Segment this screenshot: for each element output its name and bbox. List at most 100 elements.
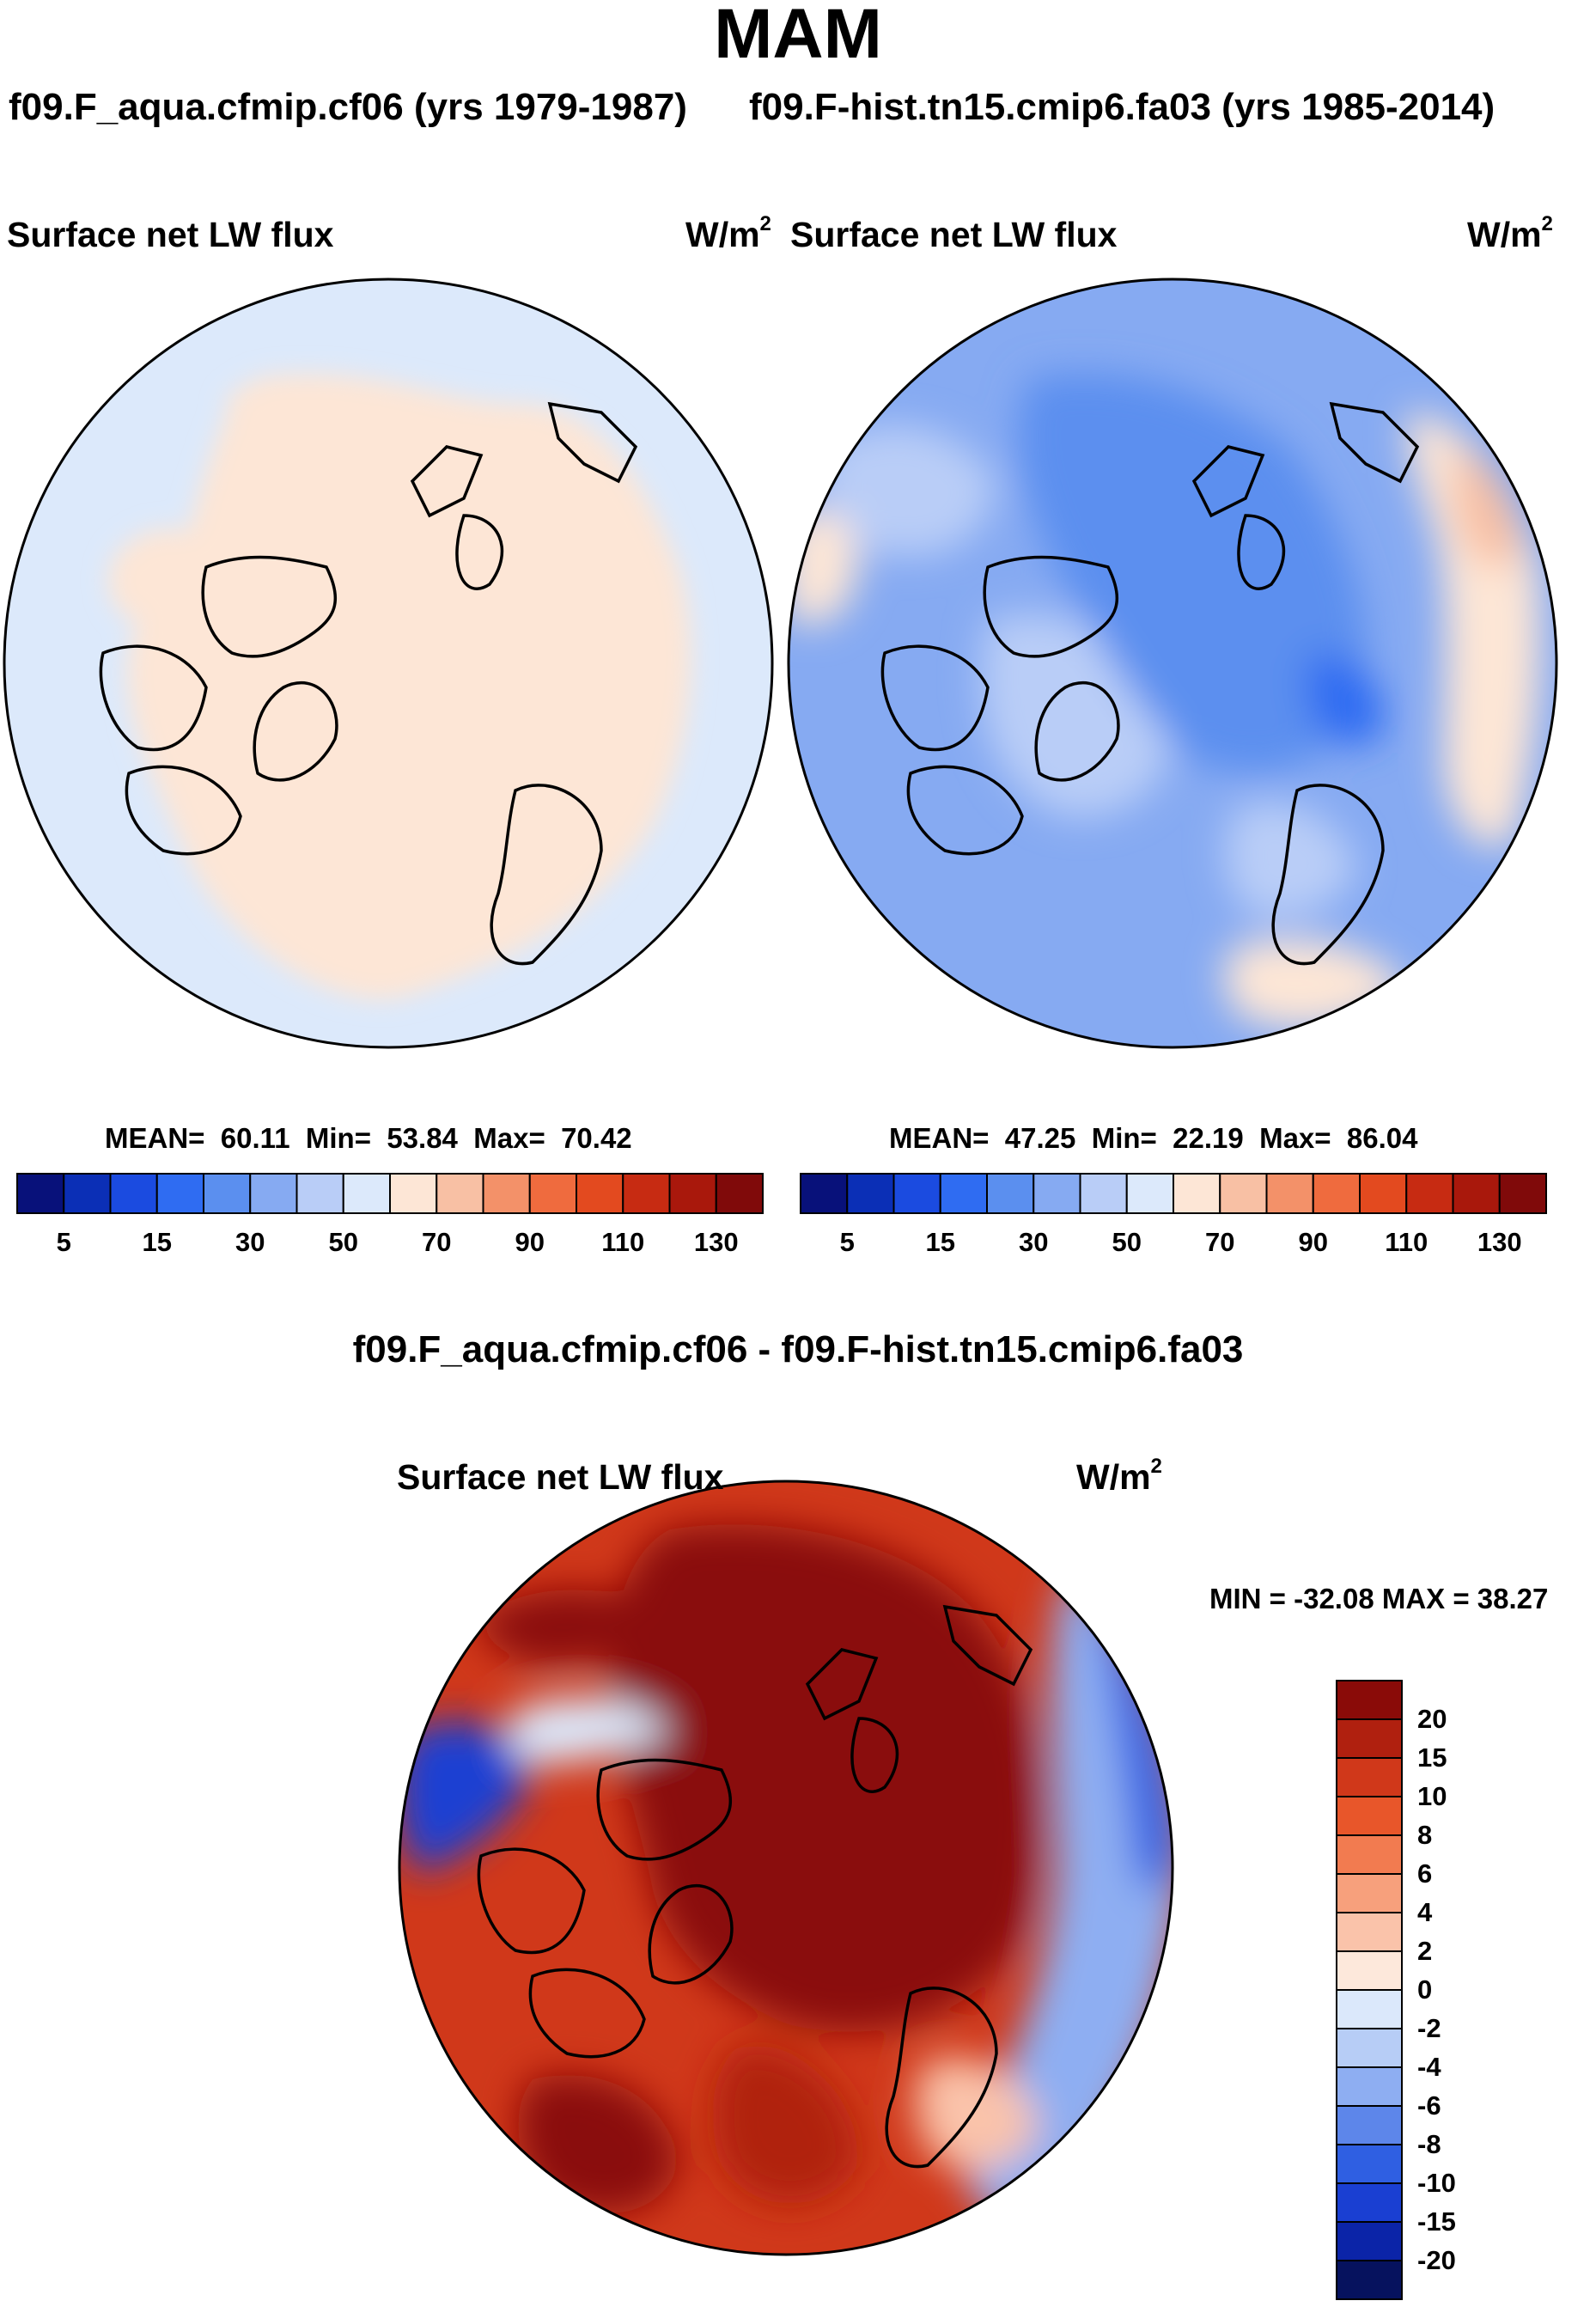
map-2-field-30-50 [1018, 373, 1368, 773]
case-title-2: f09.F-hist.tn15.cmip6.fa03 (yrs 1985-201… [749, 86, 1495, 128]
colorbar-1-swatch [16, 1173, 65, 1214]
map-2-field-90-110 [1453, 447, 1520, 569]
colorbar-2-swatch [1125, 1173, 1174, 1214]
map-2-frame [787, 278, 1558, 1049]
colorbar-1-tick-label: 90 [515, 1227, 545, 1257]
colorbar-diff-tick-label: 2 [1417, 1936, 1433, 1966]
colorbar-1 [16, 1173, 764, 1214]
colorbar-1-tick-label: 50 [328, 1227, 358, 1257]
colorbar-2-swatch [892, 1173, 941, 1214]
colorbar-2-tick-label: 110 [1385, 1227, 1428, 1257]
colorbar-diff-tick-label: -8 [1417, 2129, 1441, 2159]
colorbar-diff-swatch [1336, 1718, 1403, 1759]
map-1-coastline [99, 644, 242, 856]
colorbar-1-tick-label: 130 [693, 1227, 739, 1257]
colorbar-diff-swatch [1336, 2105, 1403, 2145]
colorbar-diff-tick-label: 15 [1417, 1742, 1447, 1773]
map-1-field-70-90 [223, 375, 313, 424]
colorbar-diff-tick-label: -4 [1417, 2052, 1441, 2082]
map-1-field-70-90 [127, 374, 691, 999]
colorbar-diff-swatch [1336, 1680, 1403, 1720]
map-3-field-strong-neg [399, 1721, 533, 1873]
colorbar-1-swatch [668, 1173, 717, 1214]
colorbar-1-tick-label: 5 [56, 1227, 71, 1257]
map-1-field-70-90 [108, 528, 215, 626]
map-2-polar-plot [787, 278, 1558, 1049]
colorbar-1-swatch [528, 1173, 577, 1214]
map-3-field-near-zero [915, 2057, 1039, 2172]
diff-title: f09.F_aqua.cfmip.cf06 - f09.F-hist.tn15.… [352, 1328, 1244, 1370]
colorbar-diff-swatch [1336, 2144, 1403, 2184]
colorbar-1-tick-label: 70 [422, 1227, 452, 1257]
colorbar-diff-swatch [1336, 2182, 1403, 2223]
colorbar-1-swatch [109, 1173, 158, 1214]
map-3-field-gt20 [478, 1590, 653, 1665]
colorbar-diff [1336, 1680, 1403, 2300]
map-1-coastline [201, 401, 638, 966]
colorbar-diff-tick-label: -10 [1417, 2168, 1456, 2198]
colorbar-diff-tick-label: -6 [1417, 2090, 1441, 2121]
colorbar-diff-swatch [1336, 2066, 1403, 2107]
colorbar-2-swatch [1173, 1173, 1221, 1214]
colorbar-1-tick-label: 110 [601, 1227, 645, 1257]
panel-2-units: W/m2 [1467, 212, 1553, 254]
panel-2-variable: Surface net LW flux [790, 215, 1118, 254]
colorbar-diff-swatch [1336, 1912, 1403, 1952]
map-2-field-20-30 [1306, 653, 1385, 747]
colorbar-2-swatch [1405, 1173, 1454, 1214]
panel-1-stats: MEAN= 60.11 Min= 53.84 Max= 70.42 [105, 1122, 632, 1154]
colorbar-1-swatch [203, 1173, 252, 1214]
season-title: MAM [714, 0, 882, 73]
colorbar-diff-swatch [1336, 1834, 1403, 1875]
map-3-field-gt20 [608, 1524, 1045, 2032]
colorbar-diff-swatch [1336, 1796, 1403, 1836]
colorbar-2 [800, 1173, 1547, 1214]
colorbar-diff-tick-label: -2 [1417, 2013, 1441, 2043]
colorbar-diff-tick-label: 10 [1417, 1781, 1447, 1811]
panel-1-variable: Surface net LW flux [7, 215, 334, 254]
colorbar-2-swatch [1312, 1173, 1361, 1214]
colorbar-1-swatch [342, 1173, 391, 1214]
colorbar-2-tick-label: 130 [1477, 1227, 1522, 1257]
colorbar-2-swatch [1359, 1173, 1408, 1214]
colorbar-diff-swatch [1336, 1873, 1403, 1913]
colorbar-2-swatch [846, 1173, 895, 1214]
colorbar-1-tick-label: 30 [235, 1227, 265, 1257]
colorbar-diff-swatch [1336, 2028, 1403, 2068]
map-2-coastline [880, 644, 1024, 856]
colorbar-2-tick-label: 15 [925, 1227, 955, 1257]
colorbar-1-swatch [249, 1173, 298, 1214]
colorbar-2-tick-label: 70 [1205, 1227, 1235, 1257]
colorbar-1-swatch [295, 1173, 344, 1214]
colorbar-1-swatch [389, 1173, 438, 1214]
colorbar-1-tick-label: 15 [142, 1227, 172, 1257]
colorbar-1-swatch [436, 1173, 484, 1214]
case-title-1: f09.F_aqua.cfmip.cf06 (yrs 1979-1987) [9, 86, 687, 128]
colorbar-1-swatch [482, 1173, 531, 1214]
colorbar-diff-tick-label: -20 [1417, 2245, 1456, 2275]
panel-1-units: W/m2 [685, 212, 771, 254]
map-3-coastline [596, 1604, 1033, 2169]
map-2-field-50-70 [818, 424, 996, 557]
colorbar-2-swatch [800, 1173, 849, 1214]
diff-minmax: MIN = -32.08 MAX = 38.27 [1209, 1583, 1549, 1614]
colorbar-diff-tick-label: 8 [1417, 1820, 1433, 1850]
colorbar-2-swatch [986, 1173, 1035, 1214]
colorbar-2-swatch [939, 1173, 988, 1214]
panel-2-stats: MEAN= 47.25 Min= 22.19 Max= 86.04 [889, 1122, 1418, 1154]
map-2-field-50-70 [1225, 802, 1357, 918]
colorbar-diff-swatch [1336, 1950, 1403, 1991]
diff-units: W/m2 [1076, 1455, 1162, 1497]
colorbar-diff-swatch [1336, 2221, 1403, 2261]
colorbar-2-tick-label: 5 [839, 1227, 855, 1257]
colorbar-2-swatch [1498, 1173, 1547, 1214]
map-3-polar-plot [398, 1480, 1174, 2256]
map-3-frame [398, 1480, 1174, 2256]
diff-variable: Surface net LW flux [397, 1457, 724, 1497]
colorbar-diff-tick-label: 20 [1417, 1704, 1447, 1734]
colorbar-1-swatch [155, 1173, 204, 1214]
colorbar-1-swatch [63, 1173, 112, 1214]
colorbar-1-swatch [576, 1173, 624, 1214]
colorbar-2-swatch [1219, 1173, 1268, 1214]
